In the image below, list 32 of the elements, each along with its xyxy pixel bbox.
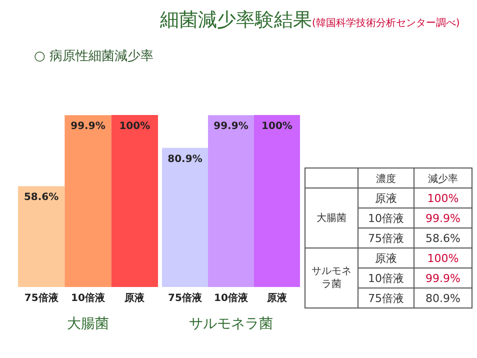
x-axis-title: 大腸菌 <box>67 316 109 332</box>
category-label: 濃度 <box>376 173 396 185</box>
text: 80.9% <box>426 292 460 305</box>
category-label: 大腸菌 <box>316 212 346 224</box>
data-label: 80.9% <box>168 154 202 165</box>
x-tick-label: 原液 <box>266 292 288 304</box>
text: 原液 <box>375 252 397 265</box>
x-tick-label: 75倍液 <box>168 292 203 304</box>
x-tick-label: 75倍液 <box>24 292 60 304</box>
x-tick-label: 10倍液 <box>71 292 106 304</box>
text: 75倍液 <box>368 232 404 245</box>
text: 10倍液 <box>368 212 404 225</box>
data-label: 100% <box>262 121 292 132</box>
data-label: 100% <box>119 121 150 132</box>
category-label: サルモネラ菌 <box>312 266 352 290</box>
text: 100% <box>427 192 459 205</box>
text: 原液 <box>375 192 397 205</box>
text: 100% <box>427 252 459 265</box>
x-axis-title: サルモネラ菌 <box>189 316 273 332</box>
data-label: 58.6% <box>24 192 59 204</box>
text: (韓国科学技術分析センター調べ) <box>312 17 460 29</box>
data-label: 99.9% <box>214 121 248 132</box>
text: 細菌減少率験結果 <box>159 9 312 31</box>
category-label: 減少率 <box>428 173 458 185</box>
text: 58.6% <box>426 232 460 245</box>
text: 10倍液 <box>368 272 404 285</box>
text: ○ 病原性細菌減少率 <box>34 48 154 64</box>
text: 99.9% <box>426 212 460 225</box>
x-tick-label: 原液 <box>124 292 146 304</box>
text: 99.9% <box>426 272 460 285</box>
x-tick-label: 10倍液 <box>214 292 249 304</box>
data-label: 99.9% <box>70 121 106 132</box>
